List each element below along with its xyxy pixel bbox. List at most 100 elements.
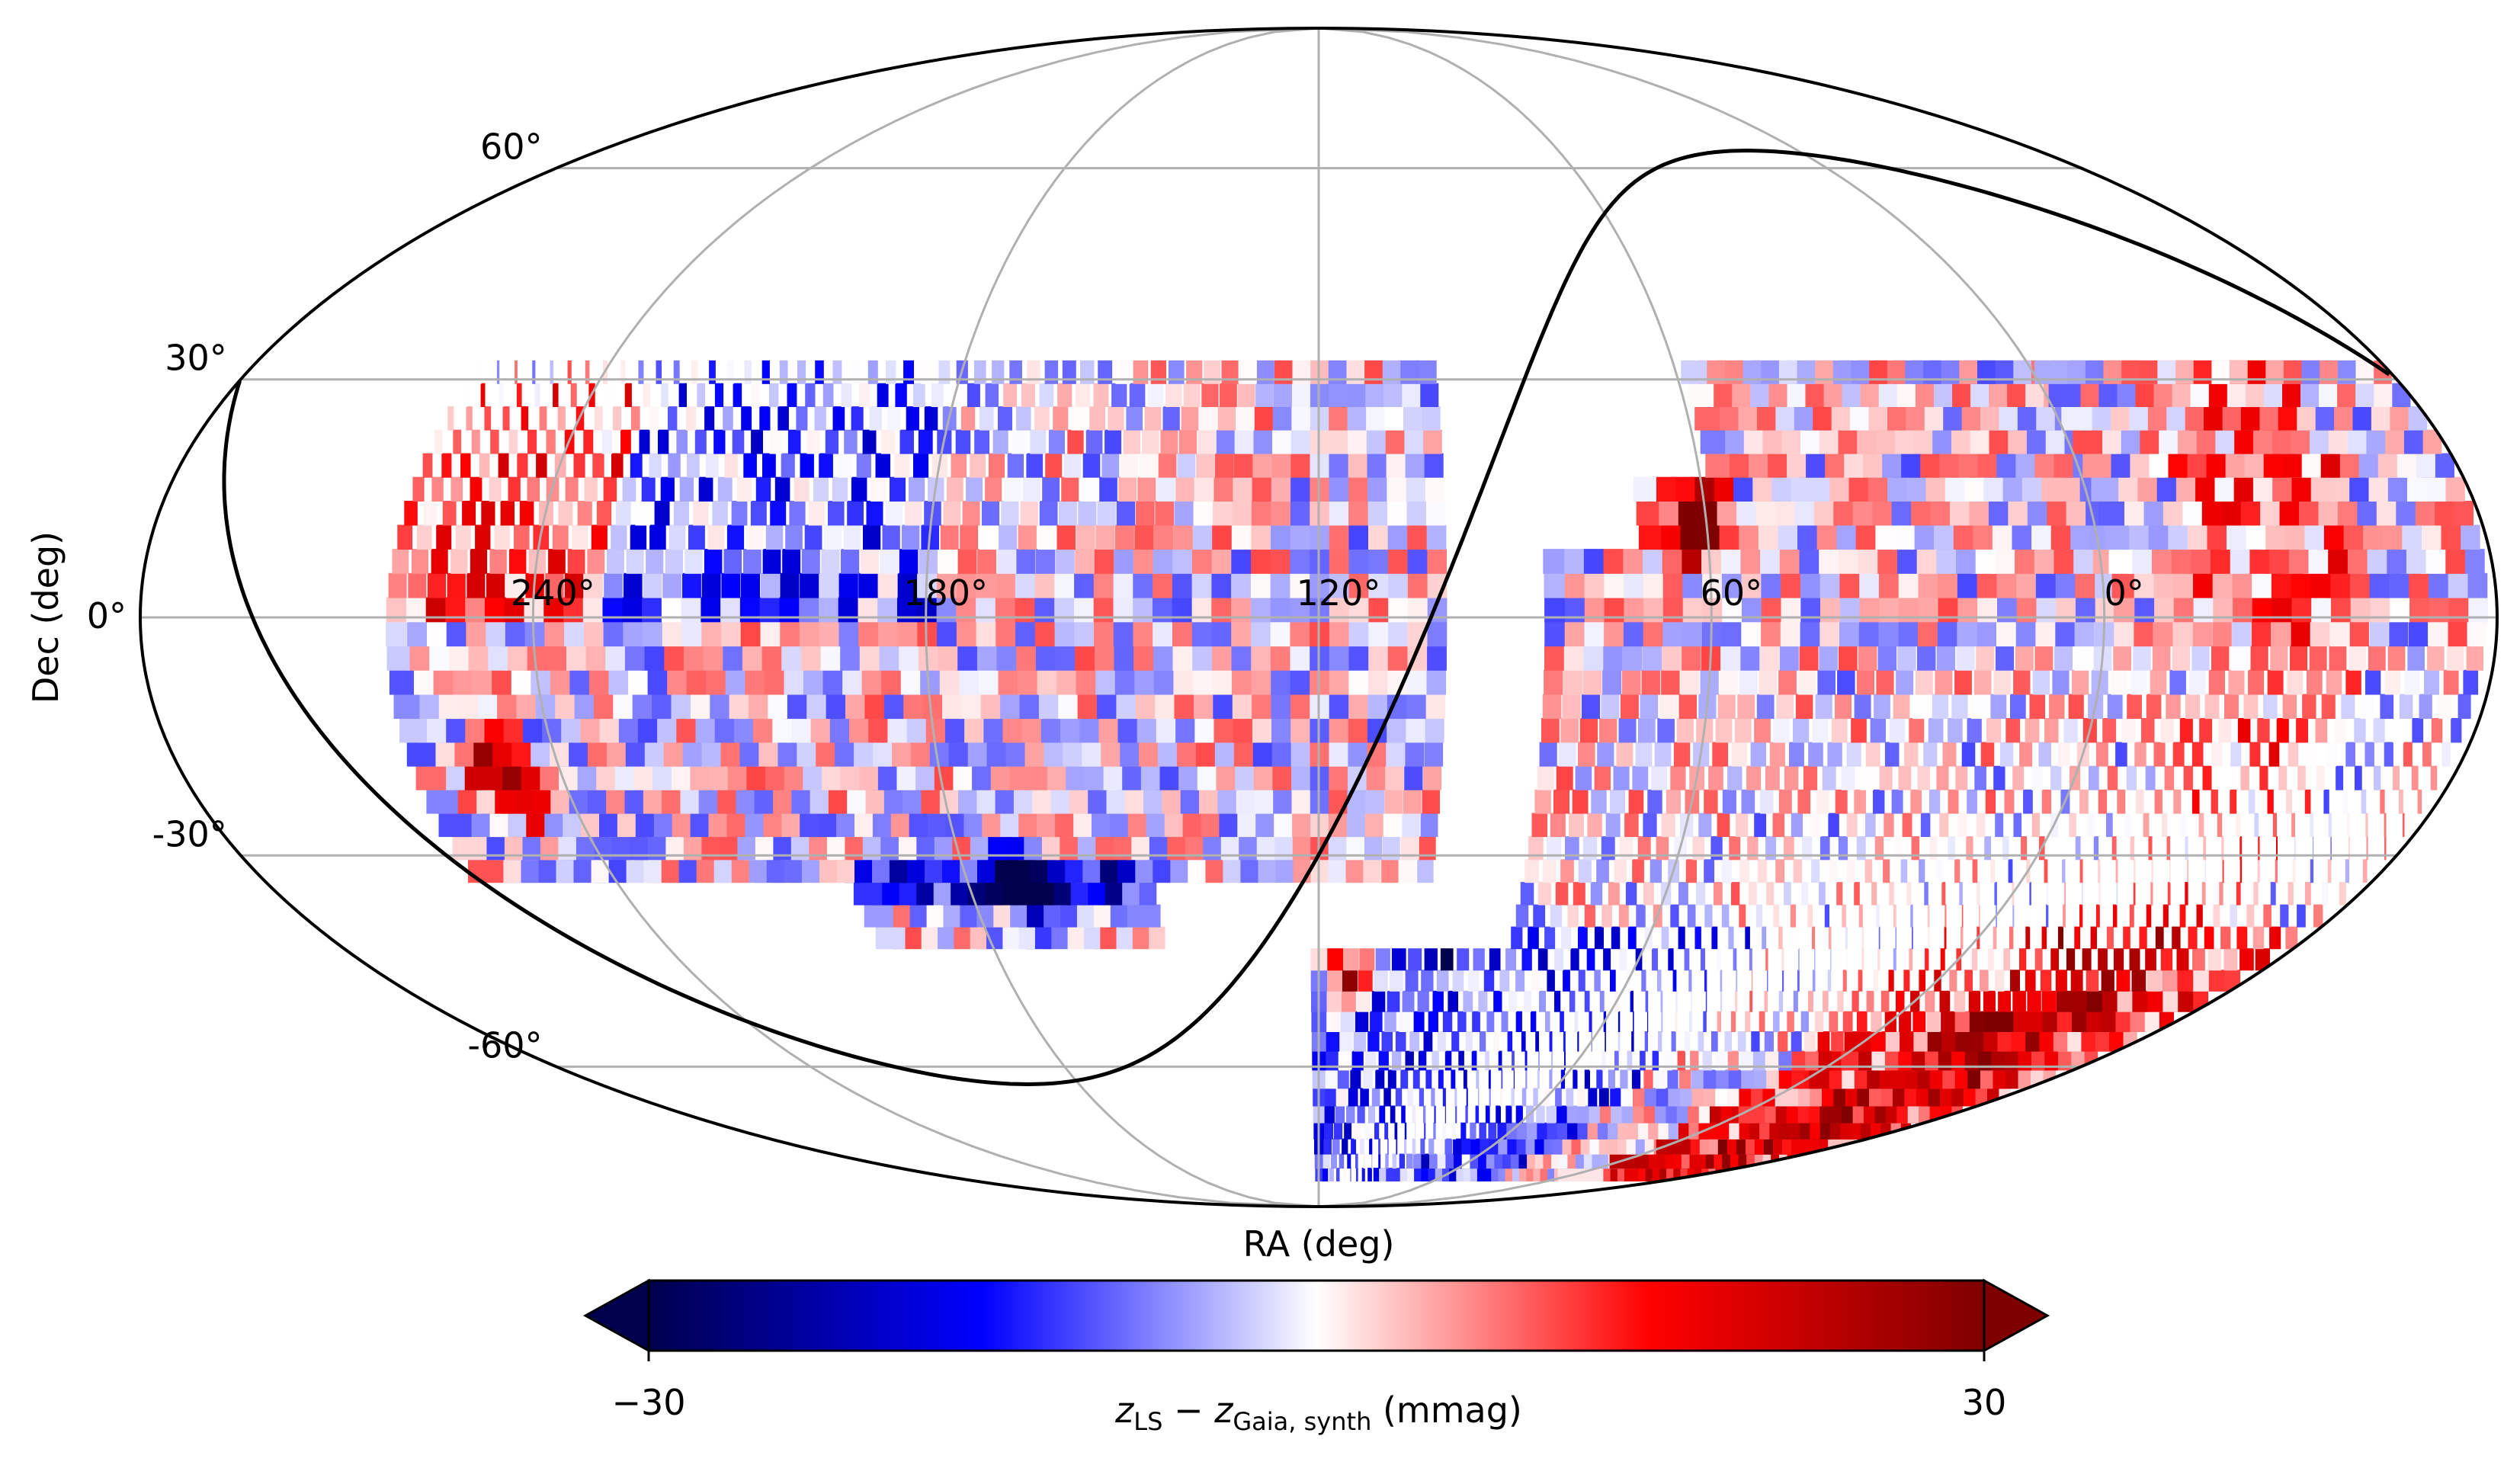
heatmap-pixel [937,572,957,598]
heatmap-pixel [584,476,598,502]
heatmap-pixel [1466,1088,1468,1107]
heatmap-pixel [1067,429,1084,454]
heatmap-pixel [778,621,800,647]
heatmap-pixel [1075,694,1097,720]
heatmap-pixel [1387,572,1408,598]
heatmap-pixel [1652,1050,1659,1071]
heatmap-pixel [2010,1011,2028,1032]
heatmap-pixel [1009,360,1022,384]
heatmap-pixel [1136,742,1159,767]
heatmap-pixel [741,572,760,598]
heatmap-pixel [1675,501,1698,526]
heatmap-pixel [663,669,687,695]
heatmap-pixel [924,406,938,431]
heatmap-pixel [2292,859,2296,883]
heatmap-pixel [913,453,929,478]
heatmap-pixel [1590,882,1603,906]
heatmap-pixel [1995,646,2015,671]
heatmap-pixel [2070,549,2093,574]
heatmap-pixel [2263,694,2278,720]
heatmap-pixel [997,694,1020,720]
heatmap-pixel [1976,813,1986,838]
heatmap-pixel [2373,718,2385,743]
heatmap-pixel [1854,789,1866,814]
heatmap-pixel [668,453,681,478]
heatmap-pixel [1802,836,1813,861]
heatmap-pixel [736,476,752,502]
heatmap-pixel [2145,765,2156,790]
heatmap-pixel [2015,646,2034,671]
heatmap-pixel [1378,1138,1380,1155]
heatmap-pixel [466,572,486,598]
heatmap-pixel [1776,694,1794,720]
heatmap-pixel [1344,1122,1352,1140]
heatmap-pixel [2239,948,2254,971]
heatmap-pixel [616,501,631,526]
heatmap-pixel [1379,1105,1386,1124]
heatmap-pixel [1724,1031,1732,1052]
heatmap-pixel [1755,904,1763,928]
heatmap-pixel [1399,383,1421,407]
heatmap-pixel [1014,621,1035,647]
heatmap-pixel [1172,549,1192,574]
heatmap-pixel [687,453,700,478]
heatmap-pixel [1926,1011,1941,1032]
heatmap-pixel [2029,882,2031,906]
heatmap-pixel [1995,813,2004,838]
heatmap-pixel [1927,904,1930,928]
heatmap-pixel [1739,669,1758,695]
heatmap-pixel [2272,813,2277,838]
heatmap-pixel [1460,1122,1467,1140]
heatmap-pixel [1178,429,1197,454]
heatmap-pixel [1152,572,1172,598]
heatmap-pixel [2330,621,2350,647]
heatmap-pixel [1857,572,1879,598]
heatmap-pixel [431,476,444,502]
heatmap-pixel [1794,524,1817,550]
heatmap-pixel [1539,990,1546,1012]
heatmap-pixel [761,360,770,384]
heatmap-pixel [1877,948,1880,971]
heatmap-pixel [2129,990,2148,1012]
heatmap-pixel [1144,406,1162,431]
heatmap-pixel [527,476,540,502]
heatmap-pixel [1133,549,1153,574]
heatmap-pixel [498,453,509,478]
heatmap-pixel [1030,429,1047,454]
heatmap-pixel [1698,1031,1704,1052]
heatmap-pixel [2056,990,2072,1012]
heatmap-pixel [1700,429,1726,454]
heatmap-pixel [1191,669,1213,695]
heatmap-pixel [1191,646,1212,671]
heatmap-pixel [1717,694,1736,720]
heatmap-pixel [1819,836,1830,861]
heatmap-pixel [1812,718,1829,743]
heatmap-pixel [2288,882,2294,906]
heatmap-pixel [1354,1122,1361,1140]
heatmap-pixel [1249,646,1271,671]
heatmap-pixel [2041,789,2052,814]
heatmap-pixel [2422,742,2432,767]
heatmap-pixel [486,572,505,598]
heatmap-pixel [2123,926,2130,950]
heatmap-pixel [1095,694,1117,720]
heatmap-pixel [1741,621,1762,647]
heatmap-pixel [2267,669,2284,695]
heatmap-pixel [1676,718,1694,743]
heatmap-pixel [1405,970,1419,992]
heatmap-pixel [2291,621,2310,647]
heatmap-pixel [1704,859,1714,883]
heatmap-pixel [2365,813,2368,838]
heatmap-pixel [1328,621,1349,647]
heatmap-pixel [1812,926,1816,950]
heatmap-pixel [2307,572,2331,598]
heatmap-pixel [1637,718,1656,743]
heatmap-pixel [2229,572,2252,598]
heatmap-pixel [1525,859,1539,883]
heatmap-pixel [1015,669,1037,695]
heatmap-pixel [2082,453,2111,478]
heatmap-pixel [1347,453,1367,478]
heatmap-pixel [2307,742,2318,767]
heatmap-pixel [1817,669,1835,695]
heatmap-pixel [1431,1088,1435,1107]
